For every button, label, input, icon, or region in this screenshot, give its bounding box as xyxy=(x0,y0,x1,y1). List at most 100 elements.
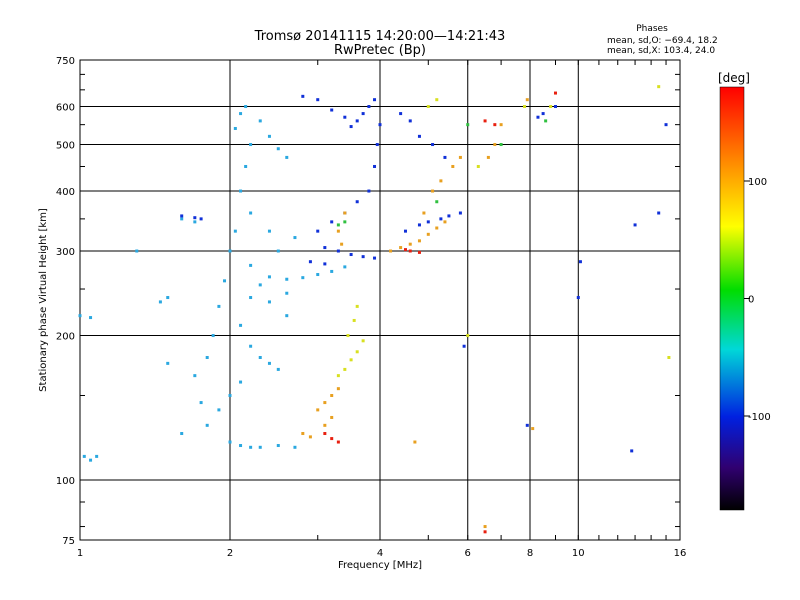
data-point xyxy=(308,435,312,439)
chart-subtitle: RwPretec (Bp) xyxy=(334,43,426,58)
data-point xyxy=(346,334,350,338)
y-tick-label: 500 xyxy=(56,141,75,152)
data-point xyxy=(417,239,421,243)
data-point xyxy=(276,444,280,448)
data-point xyxy=(355,304,359,308)
data-point xyxy=(417,134,421,138)
data-point xyxy=(217,408,221,412)
data-point xyxy=(316,408,320,412)
data-point xyxy=(249,344,253,348)
data-point xyxy=(553,91,557,95)
data-point xyxy=(82,454,86,458)
data-point xyxy=(413,440,417,444)
data-point xyxy=(267,134,271,138)
data-point xyxy=(657,211,661,215)
data-point xyxy=(343,220,347,224)
data-point xyxy=(373,256,377,260)
data-point xyxy=(330,415,334,419)
data-point xyxy=(451,164,455,168)
data-point xyxy=(301,432,305,436)
data-point xyxy=(349,253,353,257)
data-point xyxy=(343,265,347,269)
data-point xyxy=(336,249,340,253)
phase-stats-heading: Phases xyxy=(636,24,668,34)
data-point xyxy=(249,296,253,300)
data-point xyxy=(462,344,466,348)
data-point xyxy=(426,220,430,224)
y-tick-label: 750 xyxy=(56,56,75,67)
colorbar-unit: [deg] xyxy=(718,71,750,85)
data-point xyxy=(249,143,253,147)
data-point xyxy=(239,380,243,384)
data-point xyxy=(458,211,462,215)
x-tick-label: 8 xyxy=(527,548,533,559)
data-point xyxy=(78,314,82,318)
data-point xyxy=(166,361,170,365)
data-point xyxy=(544,119,548,123)
data-point xyxy=(285,291,289,295)
data-point xyxy=(316,273,320,277)
data-point xyxy=(408,119,412,123)
data-point xyxy=(239,189,243,193)
data-point xyxy=(336,387,340,391)
data-point xyxy=(285,155,289,159)
data-point xyxy=(483,530,487,534)
data-point xyxy=(228,394,232,398)
data-point xyxy=(193,216,197,220)
data-point xyxy=(211,334,215,338)
data-point xyxy=(276,147,280,151)
data-point xyxy=(576,296,580,300)
data-point xyxy=(180,217,184,221)
data-point xyxy=(336,223,340,227)
data-point xyxy=(249,445,253,449)
data-point xyxy=(285,314,289,318)
data-point xyxy=(439,179,443,183)
data-point xyxy=(323,401,327,405)
data-point xyxy=(553,105,557,109)
data-point xyxy=(355,119,359,123)
data-point xyxy=(180,432,184,436)
data-point xyxy=(435,200,439,204)
data-point xyxy=(336,440,340,444)
data-point xyxy=(223,279,227,283)
data-point xyxy=(361,339,365,343)
x-axis-label: Frequency [MHz] xyxy=(338,560,422,571)
colorbar-tick-label: 100 xyxy=(748,177,767,188)
data-point xyxy=(443,220,447,224)
data-point xyxy=(228,440,232,444)
data-point xyxy=(267,361,271,365)
x-tick-label: 6 xyxy=(465,548,471,559)
data-point xyxy=(193,374,197,378)
data-point xyxy=(135,249,139,253)
x-tick-label: 16 xyxy=(674,548,687,559)
data-point xyxy=(316,98,320,102)
y-tick-label: 200 xyxy=(56,332,75,343)
y-tick-label: 75 xyxy=(62,536,75,547)
data-point xyxy=(426,232,430,236)
data-point xyxy=(525,98,529,102)
data-point xyxy=(443,155,447,159)
data-point xyxy=(439,217,443,221)
data-point xyxy=(217,304,221,308)
data-point xyxy=(417,250,421,254)
y-tick-label: 600 xyxy=(56,103,75,114)
data-point xyxy=(493,123,497,127)
data-point xyxy=(330,269,334,273)
data-point xyxy=(343,115,347,119)
data-point xyxy=(466,334,470,338)
data-point xyxy=(664,123,668,127)
data-point xyxy=(355,200,359,204)
data-point xyxy=(330,394,334,398)
data-point xyxy=(536,115,540,119)
data-point xyxy=(89,458,93,462)
data-point xyxy=(158,300,162,304)
data-point xyxy=(249,211,253,215)
phase-stats-o: mean, sd,O: −69.4, 18.2 xyxy=(607,36,718,46)
data-point xyxy=(267,229,271,233)
phase-stats-x: mean, sd,X: 103.4, 24.0 xyxy=(607,46,715,56)
data-point xyxy=(667,355,671,359)
data-point xyxy=(349,125,353,129)
data-point xyxy=(249,263,253,267)
data-point xyxy=(361,255,365,259)
y-tick-label: 300 xyxy=(56,247,75,258)
